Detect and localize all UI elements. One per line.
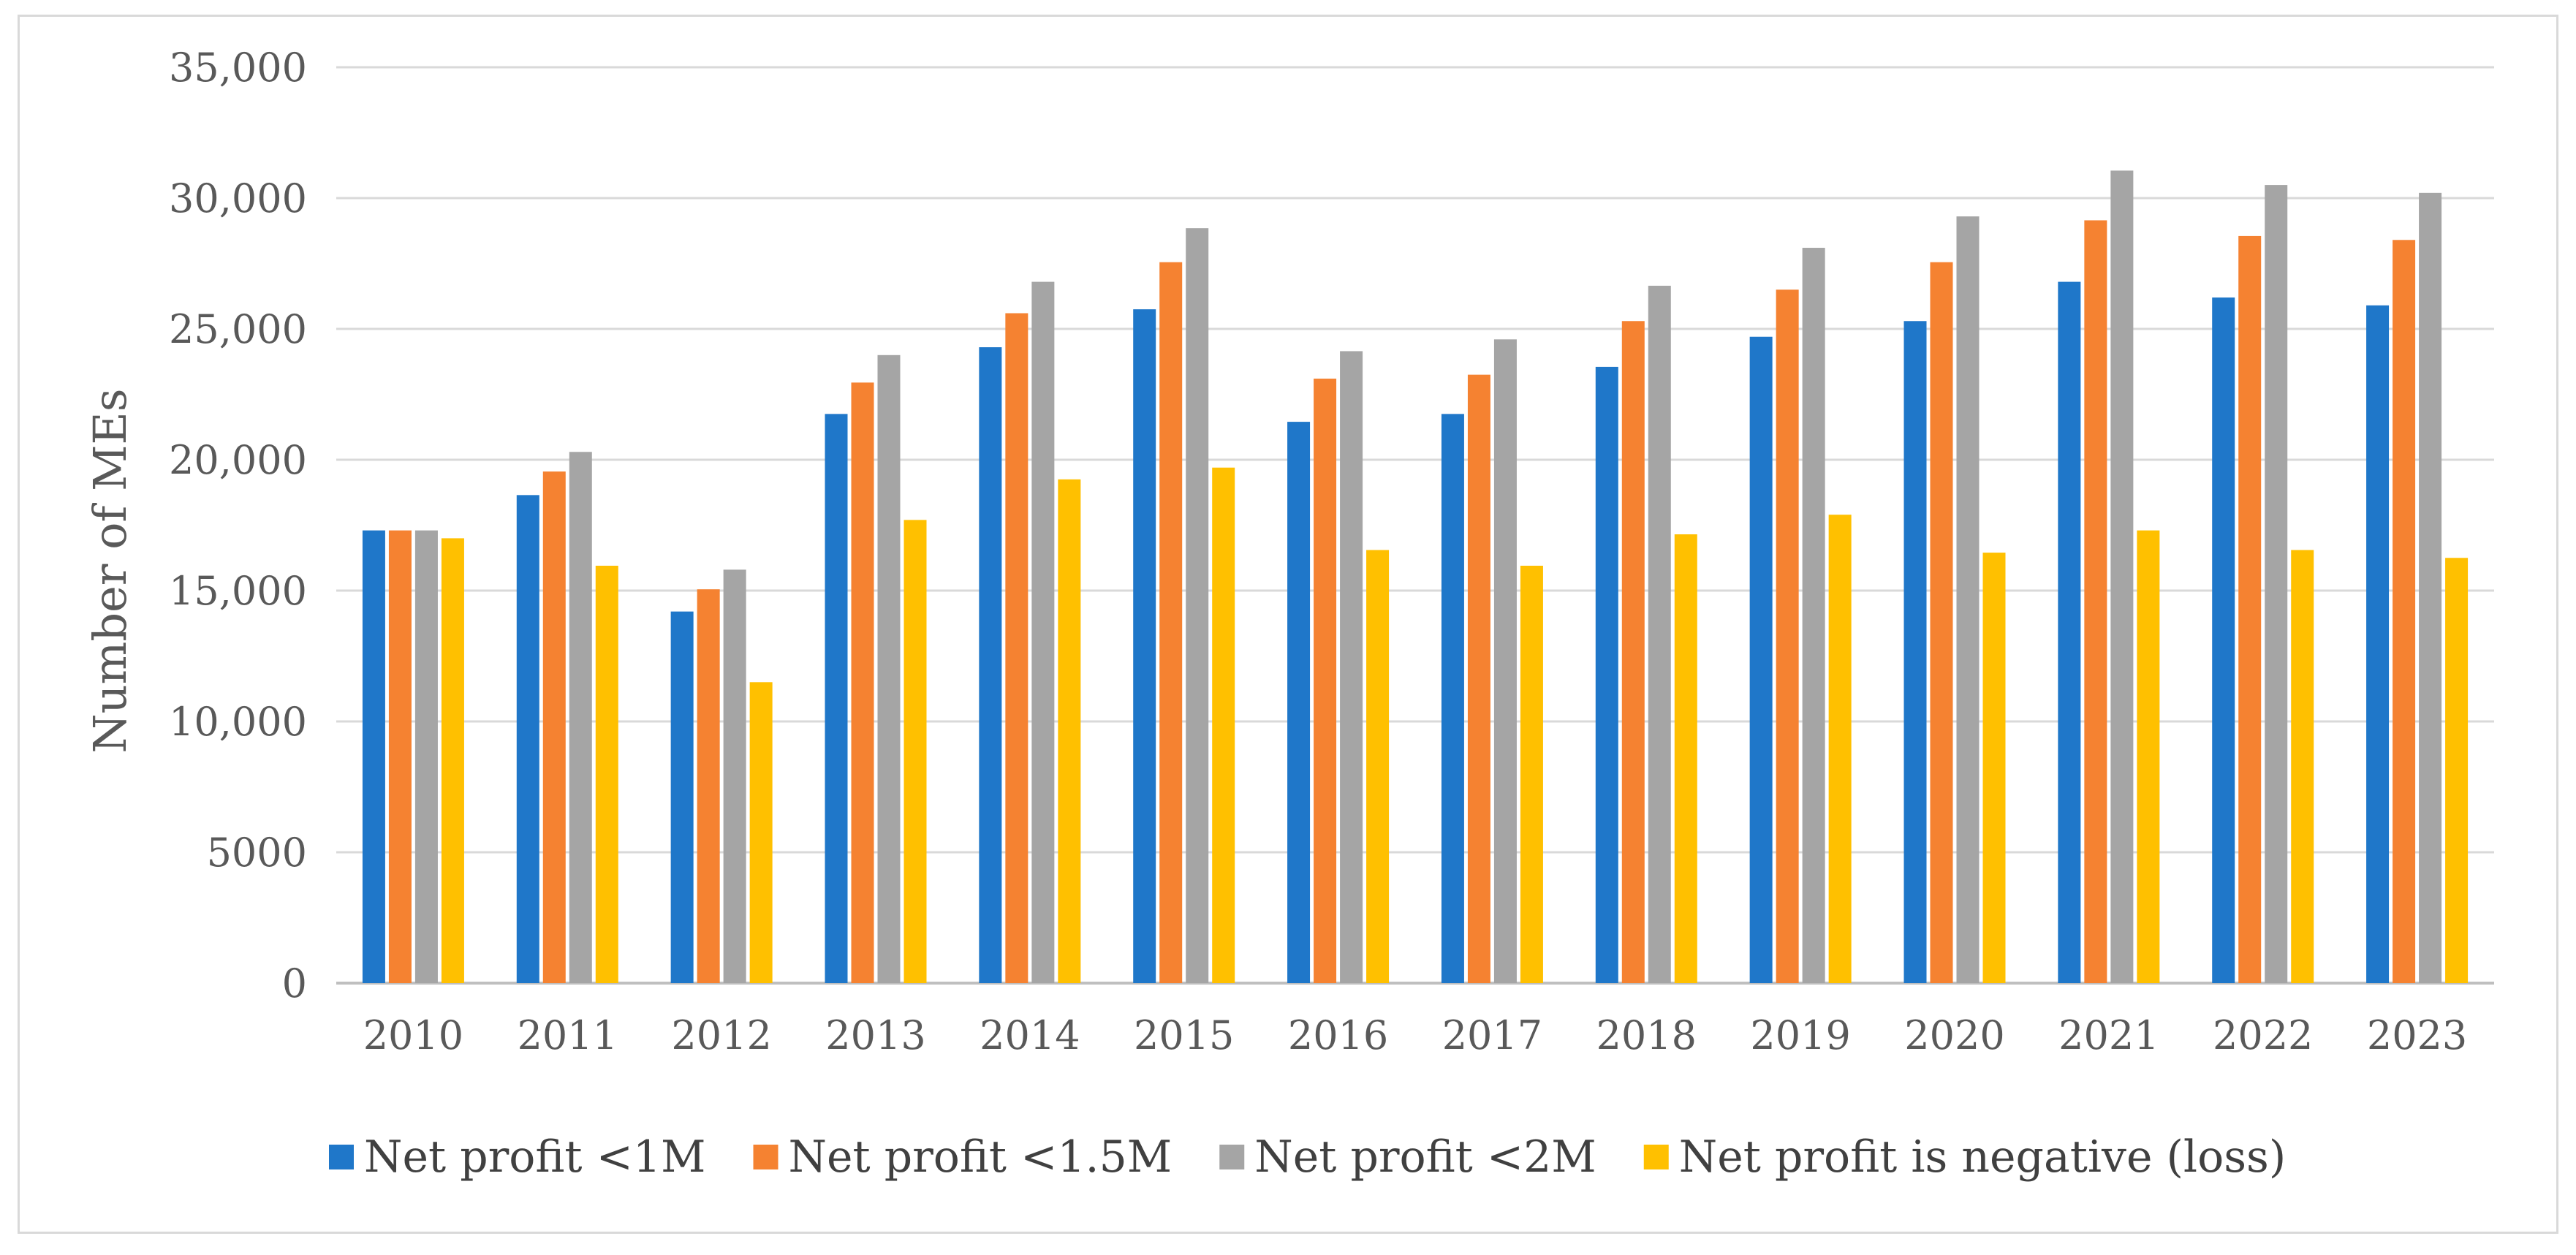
bar-net-profit-2m-2013 [877, 354, 901, 983]
bar-net-profit-1m-2012 [670, 611, 694, 983]
legend-label: Net profit <2M [1254, 1131, 1596, 1183]
bar-net-profit-2m-2015 [1186, 228, 1209, 983]
bar-net-profit-1m-2013 [825, 414, 848, 983]
legend-label: Net profit <1M [364, 1131, 706, 1183]
bar-net-profit-is-negative-loss-2022 [2291, 550, 2314, 983]
bar-net-profit-1m-2018 [1595, 366, 1618, 983]
y-tick-label: 25,000 [169, 306, 307, 352]
y-axis-title: Number of MEs [83, 388, 137, 753]
y-tick-label: 0 [282, 960, 307, 1006]
bar-net-profit-1-5m-2011 [542, 471, 566, 983]
bar-net-profit-is-negative-loss-2011 [595, 565, 618, 983]
bar-net-profit-1-5m-2018 [1621, 321, 1645, 983]
bar-net-profit-1m-2017 [1441, 414, 1464, 983]
x-tick-label: 2023 [2367, 1012, 2467, 1058]
bar-net-profit-1-5m-2020 [1930, 262, 1953, 984]
bar-net-profit-is-negative-loss-2019 [1828, 515, 1852, 983]
bar-net-profit-2m-2021 [2110, 170, 2134, 983]
bar-net-profit-1m-2011 [516, 495, 539, 983]
bar-net-profit-2m-2014 [1031, 281, 1055, 983]
legend-label: Net profit <1.5M [789, 1131, 1173, 1183]
bar-net-profit-is-negative-loss-2016 [1366, 550, 1390, 983]
y-tick-label: 10,000 [169, 699, 307, 745]
x-tick-label: 2010 [363, 1012, 463, 1058]
bar-net-profit-1-5m-2019 [1776, 289, 1799, 983]
bar-net-profit-2m-2019 [1802, 248, 1825, 983]
x-tick-label: 2017 [1442, 1012, 1542, 1058]
bar-net-profit-1-5m-2016 [1314, 379, 1337, 983]
bar-net-profit-1m-2022 [2212, 297, 2235, 983]
x-tick-label: 2016 [1288, 1012, 1388, 1058]
bar-net-profit-1m-2019 [1749, 336, 1773, 983]
bar-net-profit-1m-2014 [979, 347, 1002, 983]
bar-net-profit-is-negative-loss-2015 [1212, 467, 1235, 983]
x-tick-label: 2012 [671, 1012, 771, 1058]
x-tick-label: 2021 [2058, 1012, 2159, 1058]
bar-net-profit-is-negative-loss-2020 [1982, 553, 2006, 983]
bar-net-profit-2m-2020 [1956, 216, 1980, 983]
bar-net-profit-1-5m-2012 [697, 589, 720, 983]
bar-net-profit-1-5m-2014 [1005, 313, 1028, 983]
legend-swatch [329, 1145, 354, 1169]
bar-net-profit-2m-2018 [1648, 285, 1671, 983]
bar-net-profit-2m-2022 [2265, 185, 2288, 984]
bar-net-profit-2m-2016 [1340, 351, 1363, 983]
bar-net-profit-is-negative-loss-2010 [441, 538, 464, 983]
y-tick-label: 5000 [207, 830, 307, 876]
bar-net-profit-1m-2023 [2366, 305, 2390, 983]
y-tick-label: 35,000 [169, 45, 307, 91]
bar-net-profit-is-negative-loss-2023 [2445, 558, 2469, 983]
bar-net-profit-is-negative-loss-2012 [749, 682, 773, 983]
legend: Net profit <1M Net profit <1.5M Net profit… [329, 1131, 2286, 1183]
bar-net-profit-1m-2016 [1287, 422, 1311, 983]
bar-net-profit-is-negative-loss-2014 [1058, 479, 1081, 983]
bar-net-profit-2m-2010 [414, 530, 438, 983]
bar-net-profit-2m-2017 [1493, 339, 1517, 983]
bar-net-profit-is-negative-loss-2018 [1674, 534, 1697, 983]
bar-net-profit-1-5m-2015 [1159, 262, 1183, 984]
y-tick-label: 20,000 [169, 437, 307, 483]
bar-net-profit-1-5m-2023 [2393, 240, 2416, 983]
x-tick-label: 2018 [1596, 1012, 1697, 1058]
x-tick-label: 2014 [980, 1012, 1080, 1058]
legend-swatch [1219, 1145, 1245, 1169]
bar-net-profit-1-5m-2017 [1467, 374, 1490, 983]
bar-net-profit-1-5m-2013 [851, 382, 874, 983]
x-tick-label: 2011 [518, 1012, 618, 1058]
bar-net-profit-1-5m-2010 [388, 530, 412, 983]
x-axis-ticks: 2010 2011 2012 2013 2014 2015 2016 2017 2018 2019… [363, 1012, 2468, 1058]
y-tick-label: 15,000 [169, 568, 307, 614]
legend-swatch [1643, 1145, 1669, 1169]
legend-label: Net profit is negative (loss) [1679, 1131, 2286, 1183]
x-tick-label: 2020 [1904, 1012, 2004, 1058]
bar-net-profit-2m-2012 [723, 569, 746, 983]
bar-net-profit-2m-2011 [569, 452, 592, 983]
bar-net-profit-is-negative-loss-2017 [1520, 565, 1543, 983]
bar-net-profit-2m-2023 [2419, 192, 2442, 984]
bar-net-profit-1m-2015 [1133, 309, 1156, 983]
bar-net-profit-1m-2021 [2058, 281, 2081, 983]
legend-swatch [753, 1145, 779, 1169]
x-tick-label: 2019 [1750, 1012, 1850, 1058]
gridlines [336, 66, 2494, 985]
x-tick-label: 2015 [1134, 1012, 1234, 1058]
bars [362, 170, 2469, 984]
bar-net-profit-1-5m-2021 [2084, 220, 2107, 984]
bar-net-profit-1m-2010 [362, 530, 385, 983]
bar-net-profit-is-negative-loss-2013 [904, 520, 927, 983]
bar-net-profit-1-5m-2022 [2238, 235, 2262, 983]
x-tick-label: 2022 [2213, 1012, 2313, 1058]
bar-net-profit-is-negative-loss-2021 [2137, 530, 2160, 983]
bar-net-profit-1m-2020 [1903, 321, 1927, 983]
y-axis-ticks: 0 5000 10,000 15,000 20,000 25,000 30,000 35,00… [169, 45, 307, 1006]
x-tick-label: 2013 [825, 1012, 925, 1058]
y-tick-label: 30,000 [169, 175, 307, 221]
